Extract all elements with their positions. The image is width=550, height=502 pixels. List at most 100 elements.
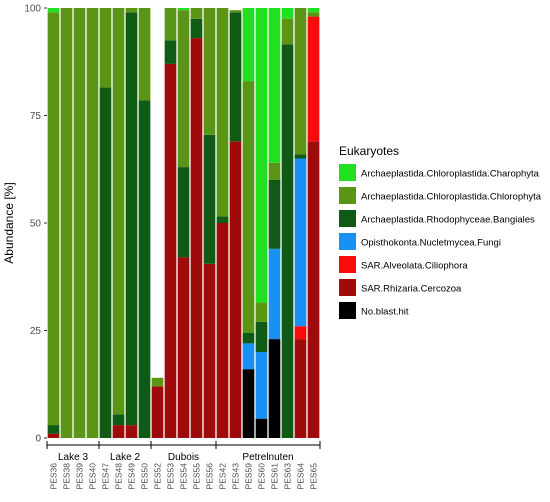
bar-segment-PES42-archaeplastida-chloroplastida-chlorophyta — [216, 8, 229, 217]
x-tick-label: PES53 — [166, 463, 176, 490]
y-tick-label: 100 — [24, 4, 41, 15]
bar-segment-PES59-archaeplastida-chloroplastida-charophyta — [242, 8, 255, 82]
bar-segment-PES61-archaeplastida-chloroplastida-charophyta — [268, 8, 281, 163]
bar-segment-PES60-archaeplastida-rhodophyceae-bangiales — [255, 321, 268, 352]
bar-segment-PES52-sar-rhizaria-cercozoa — [151, 386, 164, 438]
x-tick-label: PES54 — [179, 463, 189, 490]
bar-segment-PES54-sar-rhizaria-cercozoa — [177, 257, 190, 438]
x-tick-label: PES36 — [49, 463, 59, 490]
bar-segment-PES49-sar-rhizaria-cercozoa — [125, 425, 138, 438]
bar-segment-PES60-no-blast-hit — [255, 418, 268, 438]
legend-label: No.blast.hit — [361, 307, 409, 318]
x-axis: PES36 PES38 PES39 PES40 PES47 PES48 PES49 PES50… — [49, 463, 319, 490]
legend-label: Archaeplastida.Chloroplastida.Chlorophyt… — [361, 192, 542, 203]
x-tick-label: PES39 — [75, 463, 85, 490]
bar-segment-PES47-archaeplastida-rhodophyceae-bangiales — [99, 87, 112, 439]
legend-label: SAR.Rhizaria.Cercozoa — [361, 284, 462, 295]
bar-segment-PES59-no-blast-hit — [242, 369, 255, 438]
y-axis: 0 25 50 75 100 — [24, 4, 47, 445]
x-tick-label: PES60 — [257, 463, 267, 490]
x-tick-label: PES56 — [205, 463, 215, 490]
bar-segment-PES60-archaeplastida-chloroplastida-chlorophyta — [255, 302, 268, 322]
x-tick-label: PES49 — [127, 463, 137, 490]
bar-segment-PES38-archaeplastida-chloroplastida-chlorophyta — [60, 8, 73, 438]
bar-segment-PES63-archaeplastida-chloroplastida-chlorophyta — [281, 18, 294, 45]
y-axis-title: Abundance [%] — [2, 182, 16, 263]
bar-segment-PES65-archaeplastida-chloroplastida-charophyta — [307, 8, 320, 13]
bar-segment-PES63-archaeplastida-rhodophyceae-bangiales — [281, 44, 294, 439]
legend-title: Eukaryotes — [339, 144, 399, 158]
legend-swatch — [339, 233, 356, 250]
bar-segment-PES54-archaeplastida-chloroplastida-charophyta — [177, 8, 190, 11]
legend-label: Archaeplastida.Chloroplastida.Charophyta — [361, 169, 540, 180]
x-tick-label: PES52 — [153, 463, 163, 490]
x-tick-label: PES65 — [309, 463, 319, 490]
bar-segment-PES55-archaeplastida-rhodophyceae-bangiales — [190, 18, 203, 39]
legend-label: Opisthokonta.Nucletmycea.Fungi — [361, 238, 501, 249]
y-tick-label: 50 — [30, 219, 42, 230]
group-label: Lake 3 — [58, 452, 88, 463]
bar-segment-PES36-archaeplastida-chloroplastida-chlorophyta — [47, 12, 60, 426]
bar-segment-PES43-sar-rhizaria-cercozoa — [229, 141, 242, 439]
legend-label: Archaeplastida.Rhodophyceae.Bangiales — [361, 215, 535, 226]
bar-segment-PES59-archaeplastida-chloroplastida-chlorophyta — [242, 81, 255, 333]
y-tick-label: 25 — [30, 326, 42, 337]
bar-segment-PES36-sar-rhizaria-cercozoa — [47, 433, 60, 438]
bar-segment-PES50-archaeplastida-chloroplastida-chlorophyta — [138, 8, 151, 101]
x-tick-label: PES61 — [270, 463, 280, 490]
bar-segment-PES54-archaeplastida-chloroplastida-chlorophyta — [177, 10, 190, 168]
y-tick-label: 0 — [35, 434, 41, 445]
bars-layer — [47, 8, 320, 439]
bar-segment-PES50-archaeplastida-rhodophyceae-bangiales — [138, 100, 151, 438]
bar-segment-PES60-opisthokonta-nucletmycea-fungi — [255, 352, 268, 419]
bar-segment-PES48-sar-rhizaria-cercozoa — [112, 425, 125, 438]
bar-segment-PES61-archaeplastida-rhodophyceae-bangiales — [268, 180, 281, 249]
bar-segment-PES48-archaeplastida-chloroplastida-chlorophyta — [112, 8, 125, 415]
bar-segment-PES56-archaeplastida-rhodophyceae-bangiales — [203, 134, 216, 264]
group-brackets: Lake 3 Lake 2 Dubois Petrelnuten — [46, 441, 321, 463]
bar-segment-PES42-archaeplastida-rhodophyceae-bangiales — [216, 216, 229, 223]
bar-segment-PES65-archaeplastida-chloroplastida-chlorophyta — [307, 12, 320, 17]
bar-segment-PES53-archaeplastida-rhodophyceae-bangiales — [164, 40, 177, 64]
bar-segment-PES53-sar-rhizaria-cercozoa — [164, 63, 177, 439]
bar-segment-PES65-sar-rhizaria-cercozoa — [307, 141, 320, 439]
bar-segment-PES48-archaeplastida-rhodophyceae-bangiales — [112, 414, 125, 426]
x-tick-label: PES42 — [218, 463, 228, 490]
bar-segment-PES40-archaeplastida-chloroplastida-chlorophyta — [86, 8, 99, 438]
bar-segment-PES56-archaeplastida-chloroplastida-chlorophyta — [203, 8, 216, 135]
legend-swatch — [339, 279, 356, 296]
x-tick-label: PES64 — [296, 463, 306, 490]
bar-segment-PES36-archaeplastida-rhodophyceae-bangiales — [47, 425, 60, 434]
bar-segment-PES59-opisthokonta-nucletmycea-fungi — [242, 343, 255, 370]
legend-label: SAR.Alveolata.Ciliophora — [361, 261, 468, 272]
group-label: Dubois — [168, 452, 199, 463]
group-label: Lake 2 — [110, 452, 140, 463]
bar-segment-PES61-opisthokonta-nucletmycea-fungi — [268, 248, 281, 340]
legend: Eukaryotes Archaeplastida.Chloroplastida… — [339, 144, 542, 319]
legend-swatch — [339, 256, 356, 273]
x-tick-label: PES43 — [231, 463, 241, 490]
bar-segment-PES53-archaeplastida-chloroplastida-chlorophyta — [164, 8, 177, 41]
x-tick-label: PES59 — [244, 463, 254, 490]
legend-swatch — [339, 187, 356, 204]
x-tick-label: PES38 — [62, 463, 72, 490]
bar-segment-PES49-archaeplastida-rhodophyceae-bangiales — [125, 12, 138, 426]
bar-segment-PES36-archaeplastida-chloroplastida-charophyta — [47, 8, 60, 13]
x-tick-label: PES63 — [283, 463, 293, 490]
bar-segment-PES56-sar-rhizaria-cercozoa — [203, 263, 216, 438]
legend-swatch — [339, 164, 356, 181]
bar-segment-PES61-archaeplastida-chloroplastida-chlorophyta — [268, 162, 281, 180]
bar-segment-PES42-sar-rhizaria-cercozoa — [216, 223, 229, 438]
bar-segment-PES43-archaeplastida-rhodophyceae-bangiales — [229, 12, 242, 142]
bar-segment-PES49-archaeplastida-chloroplastida-chlorophyta — [125, 8, 138, 13]
group-label: Petrelnuten — [242, 452, 293, 463]
bar-segment-PES64-sar-rhizaria-cercozoa — [294, 339, 307, 438]
bar-segment-PES47-archaeplastida-chloroplastida-chlorophyta — [99, 8, 112, 88]
bar-segment-PES64-opisthokonta-nucletmycea-fungi — [294, 158, 307, 327]
bar-segment-PES59-archaeplastida-rhodophyceae-bangiales — [242, 332, 255, 344]
bar-segment-PES64-archaeplastida-chloroplastida-chlorophyta — [294, 8, 307, 155]
legend-entries: Archaeplastida.Chloroplastida.Charophyta… — [339, 164, 542, 319]
x-tick-label: PES48 — [114, 463, 124, 490]
bar-segment-PES55-sar-rhizaria-cercozoa — [190, 38, 203, 438]
